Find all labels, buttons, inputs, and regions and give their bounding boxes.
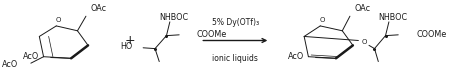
Text: AcO: AcO <box>2 60 18 69</box>
Text: ionic liquids: ionic liquids <box>212 54 258 63</box>
Text: AcO: AcO <box>288 52 304 61</box>
Text: O: O <box>320 17 325 23</box>
Text: HO: HO <box>121 42 133 52</box>
Text: O: O <box>56 17 61 23</box>
Text: NHBOC: NHBOC <box>159 13 189 22</box>
Text: O: O <box>362 39 367 45</box>
Text: NHBOC: NHBOC <box>379 13 408 22</box>
Text: COOMe: COOMe <box>197 30 227 39</box>
Text: OAc: OAc <box>90 4 106 13</box>
Text: AcO: AcO <box>23 52 40 61</box>
Text: OAc: OAc <box>354 4 370 13</box>
Text: COOMe: COOMe <box>416 30 446 39</box>
Text: 5% Dy(OTf)₃: 5% Dy(OTf)₃ <box>211 18 259 27</box>
Text: +: + <box>124 34 135 47</box>
